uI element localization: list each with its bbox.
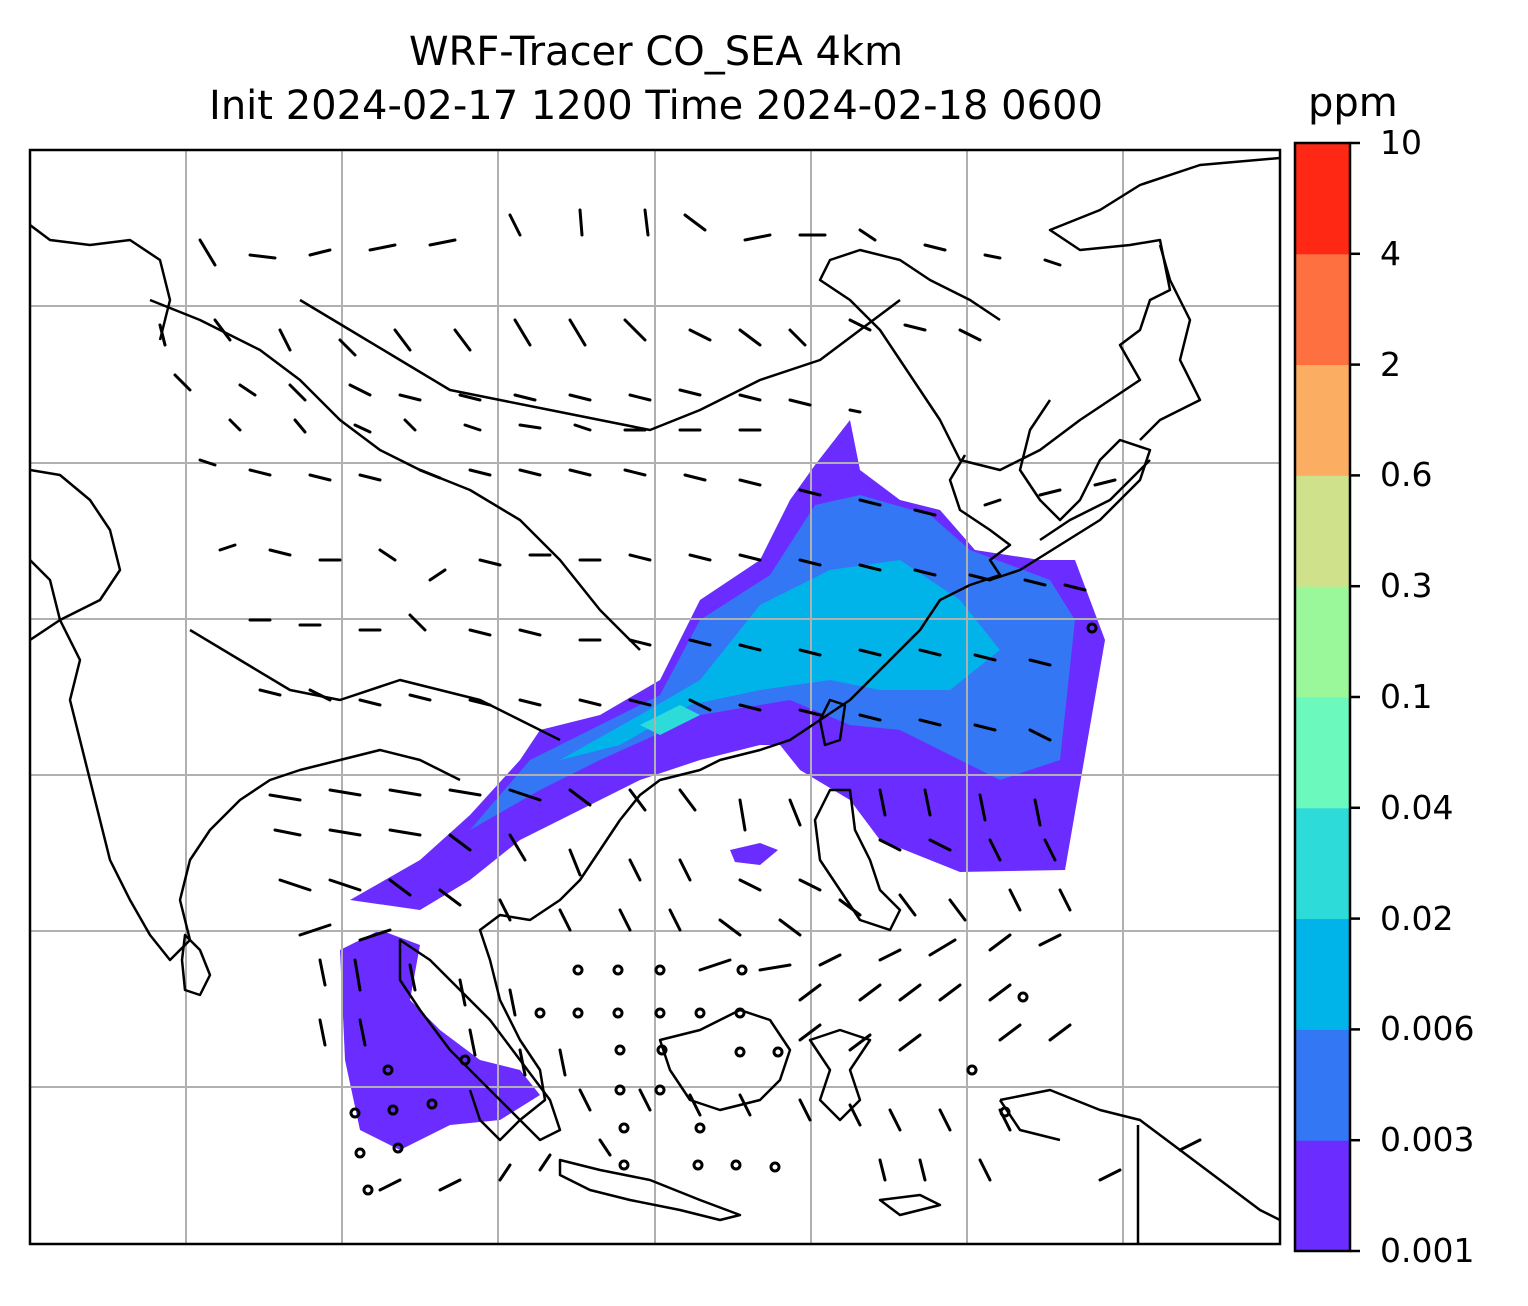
coast-indochina bbox=[468, 819, 622, 1142]
map-frame bbox=[28, 148, 1282, 1246]
coast-borneo bbox=[658, 1008, 792, 1112]
colorbar-segment bbox=[1295, 1029, 1350, 1141]
colorbar-segment bbox=[1295, 1140, 1350, 1252]
colorbar-segment bbox=[1295, 697, 1350, 809]
plume-low-south bbox=[340, 930, 540, 1150]
colorbar-tick-label: 0.6 bbox=[1380, 455, 1433, 495]
colorbar-tick-label: 0.3 bbox=[1380, 566, 1433, 606]
chart-subtitle: Init 2024-02-17 1200 Time 2024-02-18 060… bbox=[209, 83, 1103, 129]
coast-sulawesi bbox=[808, 1028, 872, 1122]
chart-title: WRF-Tracer CO_SEA 4km bbox=[408, 29, 904, 75]
colorbar-tick-label: 0.003 bbox=[1380, 1120, 1475, 1160]
coast-philippines bbox=[813, 788, 902, 932]
colorbar-tick-label: 0.1 bbox=[1380, 677, 1433, 716]
colorbar-segment bbox=[1295, 586, 1350, 698]
gridlines bbox=[30, 150, 1280, 1244]
coast-java bbox=[558, 1158, 742, 1222]
colorbar-tick-label: 0.02 bbox=[1380, 898, 1454, 938]
colorbar-segment bbox=[1295, 918, 1350, 1030]
colorbar-tick-label: 2 bbox=[1380, 344, 1401, 384]
coast-northeast-asia bbox=[818, 156, 1280, 472]
coast-taiwan bbox=[818, 698, 847, 747]
coast-sri-lanka bbox=[180, 933, 212, 997]
colorbar-tick-label: 0.006 bbox=[1380, 1009, 1475, 1049]
colorbar-segment bbox=[1295, 253, 1350, 366]
coast-japan-islands bbox=[1039, 244, 1202, 542]
borders-west bbox=[30, 224, 172, 642]
borders-mainland bbox=[149, 298, 901, 742]
tracer-plume bbox=[340, 420, 1105, 1150]
calm-circles bbox=[349, 622, 1098, 1196]
coast-new-guinea bbox=[998, 1088, 1280, 1222]
colorbar-tick-label: 0.04 bbox=[1380, 787, 1454, 827]
colorbar-segment bbox=[1295, 475, 1350, 587]
coast-timor bbox=[878, 1193, 942, 1217]
plume-low-small bbox=[730, 843, 778, 865]
coast-china-east bbox=[619, 454, 1012, 821]
coast-sumatra bbox=[398, 938, 562, 1142]
map-panel bbox=[30, 150, 1280, 1244]
colorbar bbox=[1293, 141, 1360, 1253]
colorbar-tick-label: 0.001 bbox=[1380, 1231, 1475, 1270]
coastlines bbox=[30, 156, 1280, 1244]
coast-india bbox=[30, 559, 461, 962]
colorbar-unit-label: ppm bbox=[1308, 80, 1398, 126]
colorbar-tick-label: 10 bbox=[1380, 123, 1422, 162]
colorbar-tick-label: 4 bbox=[1380, 233, 1401, 273]
colorbar-segment bbox=[1295, 364, 1350, 476]
colorbar-segment bbox=[1295, 807, 1350, 920]
wind-barbs bbox=[158, 208, 1202, 1192]
colorbar-segment bbox=[1295, 143, 1350, 255]
coast-korea-japan bbox=[989, 399, 1152, 582]
